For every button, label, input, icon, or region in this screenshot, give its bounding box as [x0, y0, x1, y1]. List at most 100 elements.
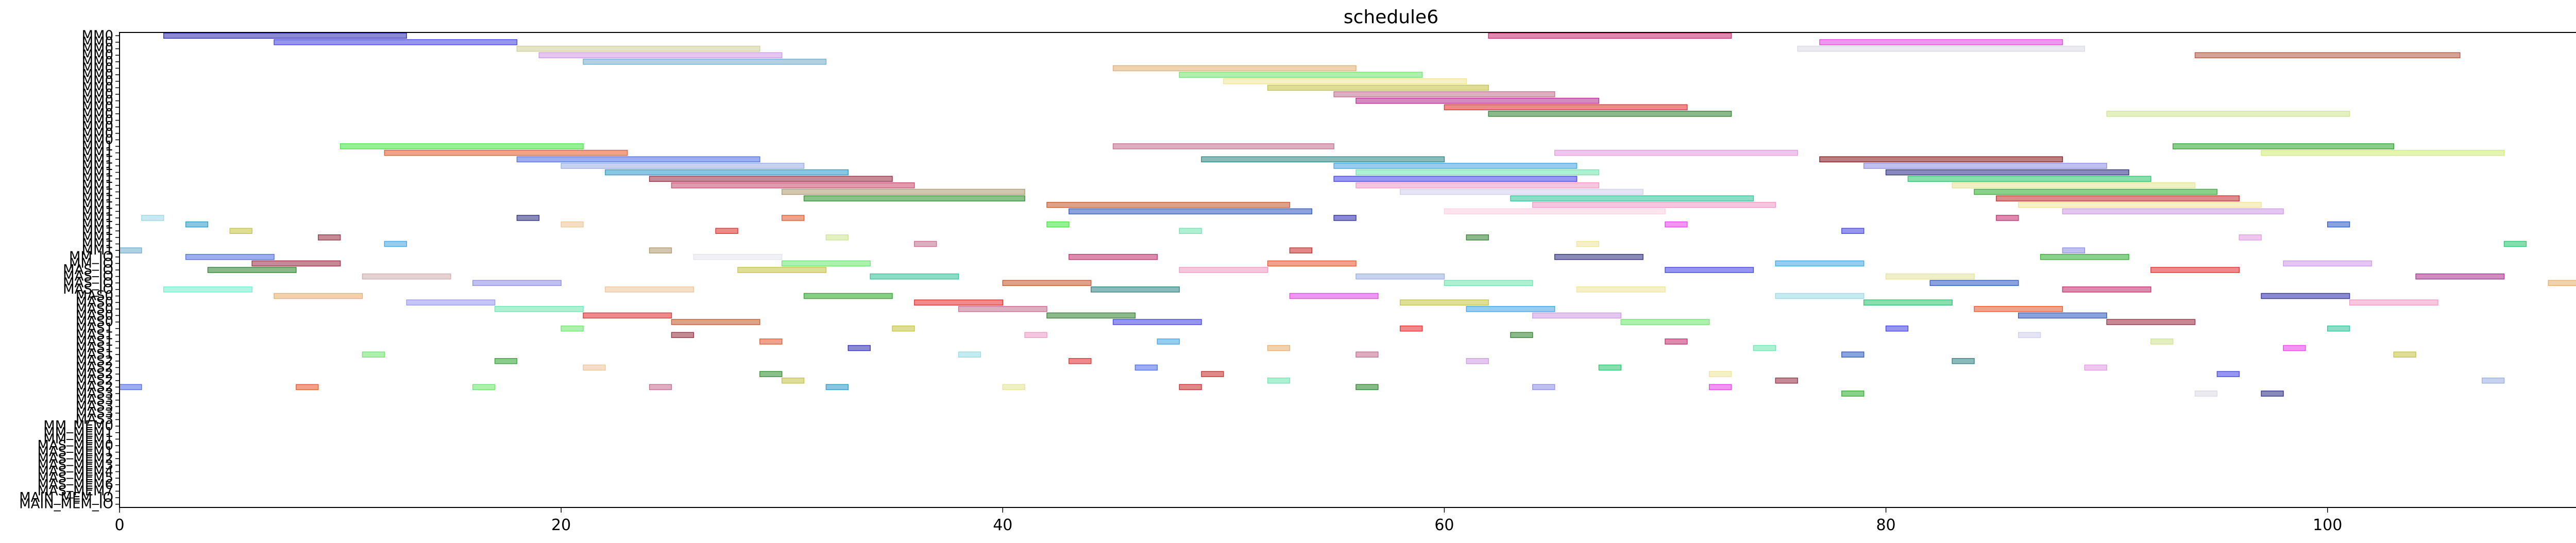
task-bar	[1974, 189, 2218, 195]
task-bar	[1532, 384, 1555, 391]
task-bar	[649, 247, 672, 253]
y-tick-label: MAS_MEM4	[37, 464, 113, 480]
y-tick-label: MM1	[82, 178, 113, 193]
task-bar	[1996, 215, 2019, 221]
y-tick-label: MAS0	[76, 308, 113, 323]
task-bar	[671, 332, 694, 338]
task-bar	[2194, 391, 2218, 397]
task-bar	[185, 221, 209, 228]
task-bar	[2261, 391, 2284, 397]
task-bar	[914, 241, 937, 247]
task-bar	[803, 195, 1025, 201]
task-bar	[1333, 176, 1578, 182]
task-bar	[781, 260, 871, 267]
task-bar	[892, 325, 915, 332]
task-bar	[561, 325, 584, 332]
task-bar	[914, 299, 1004, 306]
x-tick-label: 20	[551, 516, 571, 534]
y-tick-label: MM0	[82, 113, 113, 128]
y-tick-label: MAS_IO	[63, 275, 113, 291]
task-bar	[781, 215, 805, 221]
task-bar	[1355, 384, 1379, 391]
y-axis: MM0MM0MM0MM0MM0MM0MM0MM0MM0MM0MM0MM0MM0M…	[19, 28, 120, 512]
task-bar	[251, 260, 341, 267]
y-tick-label: MAS0	[76, 289, 113, 304]
y-tick-label: MM0	[82, 119, 113, 134]
task-bar	[1069, 208, 1313, 215]
task-bar	[1532, 201, 1776, 208]
task-bar	[671, 182, 915, 189]
task-bar	[1907, 176, 2151, 182]
task-bar	[185, 253, 275, 260]
task-bar	[759, 338, 783, 345]
y-tick-label: MAS3	[76, 399, 113, 414]
y-tick-label: MAS2	[76, 373, 113, 388]
task-bar	[1112, 319, 1202, 325]
task-bar	[1974, 306, 2063, 312]
task-bar	[1046, 221, 1070, 228]
task-bar	[583, 59, 827, 65]
y-tick-label: MM1	[82, 223, 113, 239]
task-bar	[605, 169, 849, 176]
task-bar	[1885, 325, 1909, 332]
task-bar	[605, 286, 694, 293]
task-bar	[1819, 156, 2063, 163]
task-bar	[1267, 345, 1291, 351]
y-tick-label: MAS1	[76, 321, 113, 336]
task-bar	[296, 384, 319, 391]
task-bar	[1333, 163, 1578, 169]
y-tick-label: MAS_MEM0	[37, 438, 113, 453]
task-bar	[2548, 280, 2576, 286]
task-bar	[2283, 345, 2306, 351]
task-bar	[1775, 377, 1798, 384]
task-bar	[1952, 358, 1975, 364]
task-bar	[2062, 286, 2151, 293]
task-bar	[583, 364, 606, 371]
task-bar	[494, 358, 518, 364]
task-bar	[1841, 228, 1865, 234]
task-bar	[1112, 65, 1357, 72]
task-bar	[2503, 241, 2527, 247]
task-bar	[538, 52, 783, 59]
task-bar	[1267, 377, 1291, 384]
y-tick-label: MM_MEM1	[43, 425, 113, 440]
y-tick-label: MM1	[82, 203, 113, 219]
task-bar	[2393, 351, 2416, 358]
y-tick-label: MAS3	[76, 393, 113, 408]
y-tick-label: MAS2	[76, 360, 113, 375]
task-bar	[2327, 221, 2350, 228]
task-bar	[2349, 299, 2438, 306]
task-bar	[1112, 143, 1334, 149]
task-bar	[1024, 332, 1047, 338]
task-bar	[2084, 364, 2107, 371]
task-bar	[1002, 384, 1025, 391]
task-bar	[1665, 221, 1688, 228]
task-bar	[1069, 358, 1092, 364]
task-bar	[340, 143, 584, 149]
task-bar	[1532, 312, 1622, 319]
y-tick-label: MM0	[82, 126, 113, 141]
task-bar	[1444, 280, 1533, 286]
y-tick-label: MM1	[82, 230, 113, 245]
task-bar	[2327, 325, 2350, 332]
task-bar	[1775, 260, 1865, 267]
y-tick-label: MM0	[82, 99, 113, 115]
task-bar	[2415, 273, 2505, 280]
y-tick-label: MM0	[82, 74, 113, 89]
task-bar	[2018, 312, 2107, 319]
y-tick-label: MAS1	[76, 327, 113, 343]
task-bar	[2062, 247, 2086, 253]
y-tick-label: MM0	[82, 41, 113, 57]
task-bar	[1069, 253, 1158, 260]
task-bar	[1819, 39, 2063, 45]
y-tick-label: MAS_IO	[63, 282, 113, 297]
x-tick-label: 0	[114, 516, 124, 534]
y-tick-label: MM1	[82, 236, 113, 251]
task-bar	[1399, 299, 1489, 306]
task-bar	[1841, 391, 1865, 397]
task-bar	[2261, 149, 2505, 156]
task-bar	[516, 215, 540, 221]
task-bar	[2150, 338, 2174, 345]
task-bar	[1466, 234, 1489, 241]
